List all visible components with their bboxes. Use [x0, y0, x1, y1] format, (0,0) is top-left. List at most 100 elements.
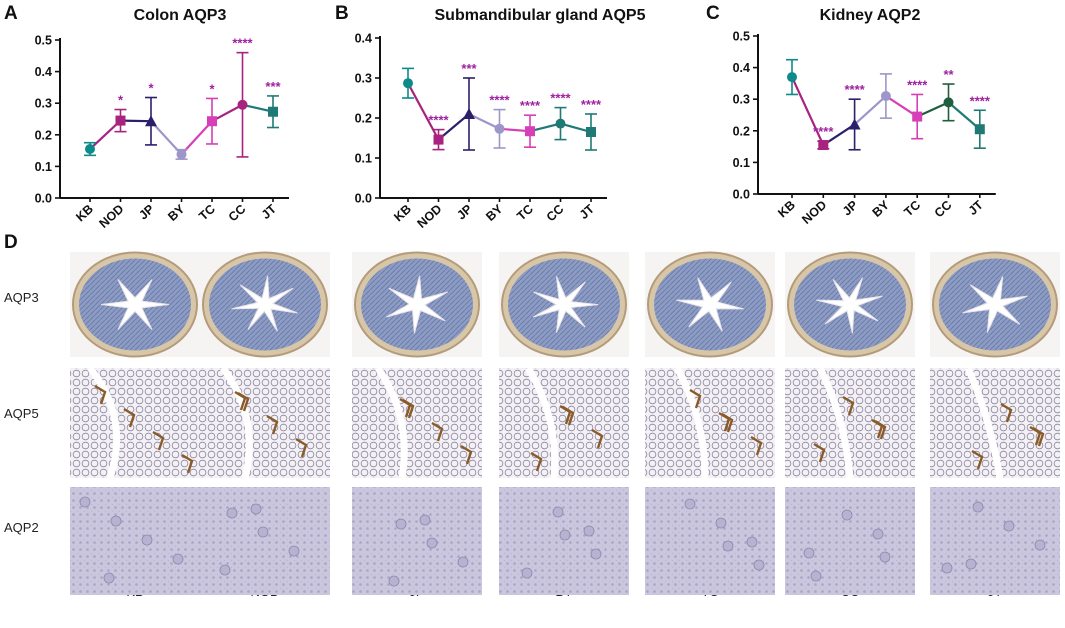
- x-tick-label: BY: [165, 201, 188, 223]
- data-point: [943, 97, 954, 108]
- data-point: [237, 99, 248, 110]
- y-tick-label: 0.2: [355, 112, 372, 126]
- series-segment: [468, 113, 500, 130]
- x-tick-label: JT: [577, 202, 597, 222]
- data-point: [463, 108, 475, 119]
- x-tick-label: CC: [932, 198, 955, 220]
- x-tick-label: BY: [870, 197, 893, 219]
- chart-colon-aqp3: A Colon AQP3 0.0 0.1 0.2 0.3 0.4 0.5 KB NOD JP BY TC…: [4, 3, 289, 231]
- data-point: [555, 118, 566, 129]
- data-point: [207, 116, 217, 127]
- significance-label: *: [118, 93, 124, 108]
- histology-image-aqp2: [200, 487, 330, 595]
- significance-label: ****: [232, 36, 253, 51]
- data-point: [880, 91, 891, 102]
- data-point: [145, 115, 157, 127]
- data-point: [494, 123, 505, 134]
- significance-label: ****: [428, 113, 449, 128]
- series-segment: [791, 76, 825, 146]
- y-tick-label: 0.1: [733, 156, 750, 170]
- significance-label: ****: [520, 98, 541, 113]
- series-segment: [529, 122, 561, 133]
- x-tick-label: TC: [901, 198, 923, 220]
- y-tick-label: 0.0: [733, 188, 750, 202]
- y-tick-label: 0.2: [733, 124, 750, 138]
- panel-letter: B: [335, 3, 349, 24]
- data-point: [176, 149, 187, 160]
- data-point: [787, 72, 797, 83]
- significance-label: ****: [970, 93, 991, 108]
- panel-d-histology: DAQP3AQP5AQP2KBNODJPBYTCCCJT: [4, 232, 1060, 599]
- y-tick-label: 0.3: [355, 72, 372, 86]
- x-tick-label: NOD: [96, 202, 126, 231]
- series-segment: [947, 101, 981, 131]
- series-segment: [560, 122, 592, 134]
- x-tick-label: JP: [454, 202, 475, 223]
- panel-letter: A: [4, 3, 18, 24]
- data-point: [974, 124, 985, 135]
- y-tick-label: 0.4: [355, 32, 372, 46]
- y-tick-label: 0.3: [35, 97, 52, 111]
- series-segment: [407, 82, 440, 141]
- x-tick-label: KB: [73, 202, 96, 224]
- histology-image-aqp3: [70, 251, 200, 358]
- data-point: [586, 127, 596, 137]
- panel-letter: C: [706, 3, 720, 24]
- significance-label: ****: [489, 93, 510, 108]
- significance-label: ****: [550, 91, 571, 106]
- data-point: [818, 140, 829, 151]
- x-tick-label: JP: [840, 198, 861, 219]
- histology-image-aqp5: [352, 366, 482, 479]
- data-point: [85, 144, 95, 155]
- y-tick-label: 0.5: [35, 34, 52, 48]
- y-tick-label: 0.0: [355, 192, 372, 206]
- y-tick-label: 0.4: [733, 61, 750, 75]
- x-tick-label: TC: [514, 202, 536, 224]
- x-tick-label: CC: [226, 202, 249, 224]
- data-point: [525, 126, 535, 137]
- x-tick-label: KB: [391, 202, 414, 224]
- histology-image-aqp3: [352, 251, 482, 358]
- chart-title: Submandibular gland AQP5: [435, 7, 646, 24]
- chart-title: Kidney AQP2: [820, 7, 921, 24]
- histology-image-aqp5: [70, 365, 200, 480]
- significance-label: *: [148, 81, 154, 96]
- significance-label: ****: [813, 124, 834, 139]
- histology-image-aqp3: [785, 251, 915, 358]
- significance-label: ***: [461, 61, 477, 76]
- series-segment: [916, 101, 949, 118]
- x-tick-label: NOD: [799, 198, 829, 227]
- chart-submandibular-aqp5: B Submandibular gland AQP5 0.0 0.1 0.2 0.3 0.4…: [335, 3, 646, 231]
- histology-image-aqp3: [499, 251, 629, 358]
- row-label: AQP3: [4, 290, 39, 305]
- chart-title: Colon AQP3: [134, 7, 227, 24]
- histology-image-aqp2: [785, 487, 915, 595]
- series-segment: [211, 103, 244, 123]
- significance-label: ****: [581, 97, 602, 112]
- x-tick-label: BY: [483, 201, 506, 223]
- data-point: [912, 111, 923, 122]
- x-tick-label: TC: [196, 202, 218, 224]
- chart-kidney-aqp2: C Kidney AQP2 0.0 0.1 0.2 0.3 0.4 0.5 KB NOD JP BY T…: [706, 3, 996, 227]
- histology-image-aqp5: [785, 366, 915, 479]
- series-segment: [120, 119, 152, 123]
- x-tick-label: CC: [544, 202, 567, 224]
- histology-image-aqp5: [645, 366, 775, 479]
- data-point: [115, 115, 126, 126]
- histology-image-aqp2: [499, 487, 629, 595]
- histology-image-aqp3: [645, 251, 775, 358]
- series-segment: [499, 127, 531, 133]
- row-label: AQP2: [4, 520, 39, 535]
- significance-label: *: [209, 81, 215, 96]
- significance-label: ****: [844, 82, 865, 97]
- series-segment: [853, 95, 887, 126]
- histology-image-aqp3: [200, 251, 330, 358]
- histology-image-aqp2: [645, 487, 775, 595]
- data-point: [268, 106, 278, 117]
- row-label: AQP5: [4, 406, 39, 421]
- significance-label: **: [943, 67, 954, 82]
- y-tick-label: 0.5: [733, 30, 750, 44]
- x-tick-label: JT: [966, 198, 986, 218]
- x-tick-label: NOD: [414, 202, 444, 231]
- histology-image-aqp2: [930, 487, 1060, 595]
